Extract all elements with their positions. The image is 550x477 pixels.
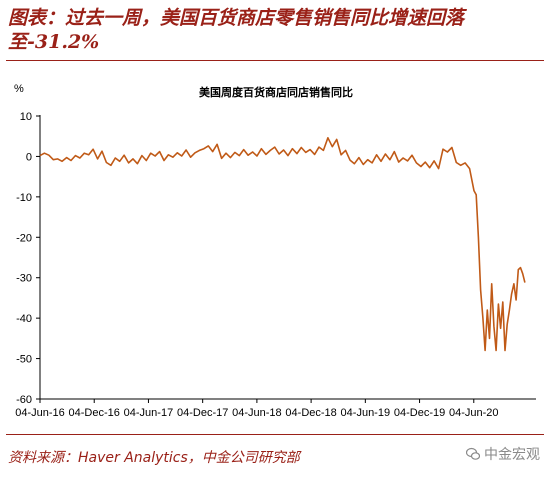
- title-divider: [6, 60, 544, 61]
- x-tick-label: 04-Dec-18: [285, 407, 336, 419]
- figure-title: 图表：过去一周，美国百货商店零售销售同比增速回落至-31.2%: [8, 7, 465, 53]
- y-tick-label: -40: [16, 313, 32, 325]
- chat-bubble-icon: [466, 447, 480, 460]
- watermark-text: 中金宏观: [484, 447, 540, 463]
- x-tick-label: 04-Jun-20: [449, 407, 499, 419]
- x-tick-label: 04-Jun-16: [15, 407, 65, 419]
- source-divider: [6, 434, 544, 435]
- y-axis-unit-label: %: [14, 83, 24, 95]
- series-group: [39, 137, 526, 352]
- watermark: 中金宏观: [466, 444, 540, 464]
- x-tick-label: 04-Dec-19: [394, 407, 445, 419]
- y-tick-label: -30: [16, 273, 32, 285]
- x-tick-label: 04-Dec-16: [69, 407, 120, 419]
- y-tick-label: 10: [20, 111, 32, 123]
- y-tick-label: -50: [16, 354, 32, 366]
- y-tick-label: -10: [16, 192, 32, 204]
- series-line: [39, 137, 526, 352]
- x-tick-label: 04-Jun-17: [124, 407, 174, 419]
- y-tick-label: 0: [26, 151, 32, 163]
- source-note: 资料来源：Haver Analytics，中金公司研究部: [8, 450, 300, 466]
- x-tick-label: 04-Jun-18: [232, 407, 282, 419]
- y-tick-label: -20: [16, 232, 32, 244]
- chart-title: 美国周度百货商店同店销售同比: [199, 85, 353, 99]
- chart: 美国周度百货商店同店销售同比 % 100-10-20-30-40-50-6004…: [14, 83, 536, 419]
- x-tick-label: 04-Dec-17: [177, 407, 228, 419]
- x-tick-label: 04-Jun-19: [341, 407, 391, 419]
- y-tick-label: -60: [16, 394, 32, 406]
